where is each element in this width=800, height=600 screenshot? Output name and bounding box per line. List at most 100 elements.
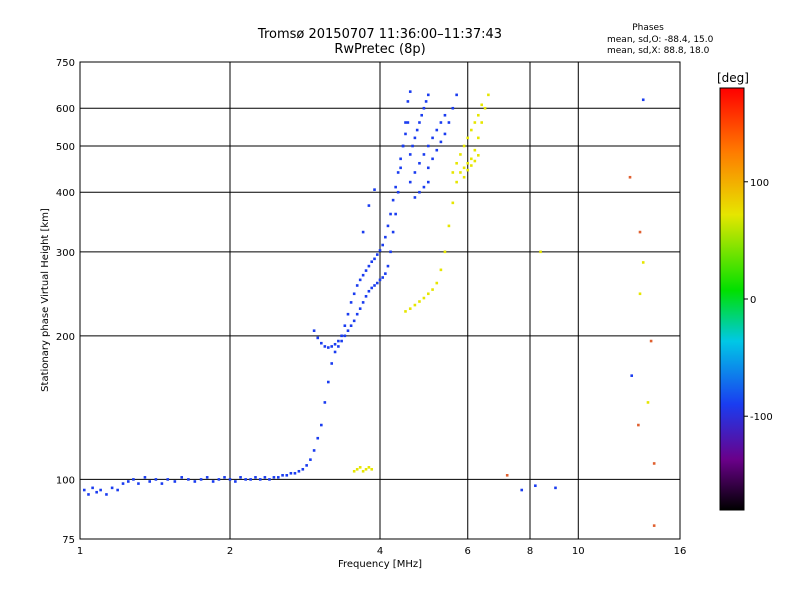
data-point (312, 449, 316, 452)
data-point (323, 401, 327, 404)
data-point (413, 171, 417, 174)
chart-subtitle: RwPretec (8p) (334, 42, 425, 57)
data-point (447, 121, 451, 124)
data-point (228, 478, 232, 481)
data-point (638, 230, 642, 234)
data-point (364, 295, 368, 298)
data-point (447, 224, 451, 228)
data-point (391, 230, 395, 234)
data-point (378, 249, 382, 252)
data-point (451, 171, 455, 174)
data-point (373, 257, 376, 261)
data-point (355, 284, 359, 287)
data-point (418, 190, 421, 194)
data-point (305, 464, 308, 467)
x-tick-label: 16 (674, 546, 687, 557)
data-point (505, 474, 509, 477)
data-point (364, 269, 368, 272)
x-axis-label: Frequency [MHz] (338, 559, 422, 570)
data-point (180, 476, 184, 479)
data-point (367, 289, 371, 293)
colorbar-tick-label: 100 (750, 178, 769, 189)
data-point (211, 480, 215, 483)
data-point (281, 474, 284, 477)
data-point (451, 106, 455, 110)
data-point (462, 144, 466, 148)
data-point (638, 292, 642, 296)
y-tick-label: 400 (56, 188, 75, 199)
data-point (217, 478, 221, 481)
data-point (406, 121, 410, 124)
data-point (361, 273, 365, 277)
data-point (466, 136, 470, 140)
data-point (370, 286, 374, 290)
data-point (431, 136, 434, 140)
data-point (361, 301, 365, 304)
y-tick-label: 75 (62, 535, 75, 546)
plot-frame (79, 61, 681, 540)
data-point (254, 476, 257, 479)
data-point (443, 250, 447, 254)
data-point (378, 278, 382, 282)
data-point (413, 303, 417, 307)
data-point (462, 166, 466, 170)
data-point (370, 260, 374, 264)
data-point (87, 493, 90, 496)
data-point (381, 243, 384, 247)
data-point (258, 478, 262, 481)
data-point (148, 480, 152, 483)
data-point (462, 175, 466, 179)
data-point (289, 471, 293, 475)
data-point (384, 272, 387, 275)
data-point (116, 488, 119, 492)
data-point (408, 307, 412, 310)
data-point (268, 478, 271, 481)
data-point (470, 157, 473, 161)
phase-stats-heading: Phases (632, 23, 664, 33)
data-point (95, 490, 98, 494)
data-point (443, 113, 447, 117)
data-point (223, 476, 226, 479)
colorbar-ticks: 100 0 -100 (744, 178, 773, 423)
data-point (408, 153, 412, 156)
data-point (373, 188, 376, 191)
data-point (466, 168, 470, 172)
data-point (386, 264, 390, 268)
data-point (439, 268, 443, 272)
data-point (263, 476, 267, 479)
data-point (422, 153, 426, 156)
data-point (343, 324, 347, 328)
data-point (154, 478, 158, 481)
data-point (373, 284, 376, 287)
data-point (455, 161, 458, 165)
data-point (276, 476, 280, 479)
data-point (166, 478, 170, 481)
data-point (333, 342, 337, 346)
y-tick-label: 500 (56, 142, 75, 153)
data-point (455, 180, 458, 184)
data-point (401, 144, 405, 148)
data-point (323, 345, 327, 348)
data-point (404, 310, 407, 313)
data-point (137, 482, 140, 485)
data-point (413, 196, 417, 199)
data-point (199, 478, 203, 481)
data-point (343, 334, 347, 338)
data-point (628, 175, 632, 179)
data-point (193, 480, 197, 483)
data-point (539, 250, 542, 254)
data-point (451, 201, 455, 205)
data-point (426, 292, 430, 296)
data-point (646, 401, 650, 404)
data-point (487, 93, 490, 97)
colorbar-tick-label: 0 (750, 295, 756, 306)
data-point (340, 339, 343, 343)
colorbar-tick-label: -100 (750, 412, 773, 423)
data-point (160, 482, 164, 485)
data-point (431, 288, 434, 291)
data-point (355, 467, 359, 471)
data-point (367, 466, 371, 469)
data-point (367, 204, 371, 207)
data-point (381, 276, 384, 279)
data-point (459, 171, 462, 174)
